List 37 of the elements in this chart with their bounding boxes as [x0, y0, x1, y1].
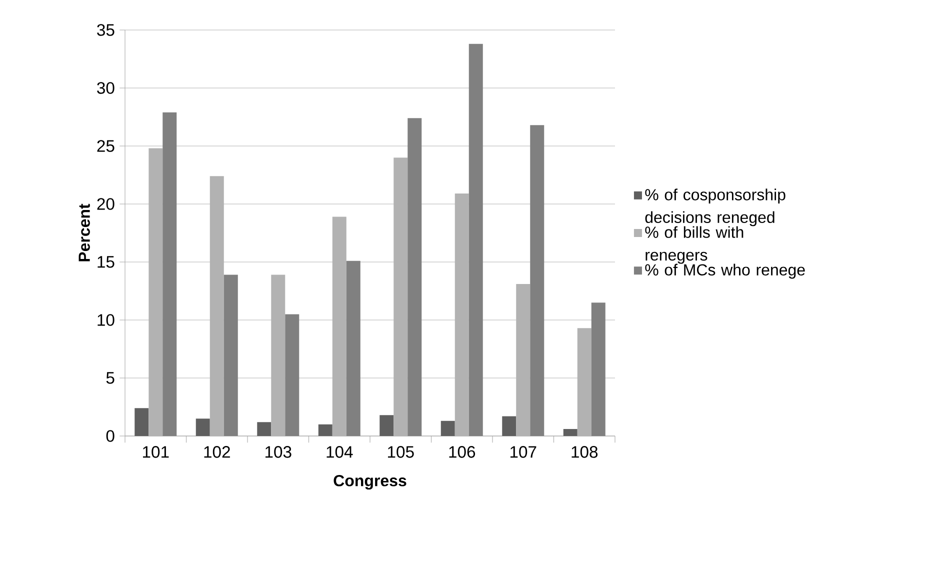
x-axis-title: Congress — [334, 474, 406, 490]
y-axis-title: Percent — [78, 204, 90, 262]
legend-label: % of MCs who renege — [645, 264, 805, 279]
bar — [380, 415, 394, 436]
x-tick-label: 104 — [326, 446, 353, 458]
x-tick-label: 108 — [572, 446, 598, 458]
bar — [440, 420, 455, 436]
bar — [285, 314, 300, 436]
y-tick-label: 35 — [97, 24, 114, 36]
bar — [591, 302, 606, 436]
bar — [346, 260, 360, 436]
x-tick-label: 102 — [204, 446, 230, 458]
y-tick-label: 15 — [98, 256, 114, 268]
x-tick-label: 101 — [143, 446, 169, 458]
bar — [563, 429, 578, 436]
bar — [134, 408, 149, 436]
bar — [318, 424, 332, 436]
y-tick-label: 30 — [97, 82, 114, 94]
legend-label: % of cosponsorship decisions reneged — [645, 188, 786, 226]
y-tick-label: 5 — [106, 372, 114, 384]
y-tick-label: 25 — [97, 140, 114, 152]
bar — [468, 44, 483, 436]
y-tick-label: 10 — [98, 314, 114, 326]
bar — [530, 125, 544, 436]
legend-label: % of bills with renegers — [645, 226, 744, 264]
bar — [162, 112, 177, 436]
bar — [224, 274, 238, 436]
x-tick-label: 105 — [388, 446, 414, 458]
y-tick-label: 20 — [97, 198, 114, 210]
x-tick-label: 107 — [510, 446, 536, 458]
bar — [196, 418, 210, 436]
bar — [408, 118, 422, 436]
y-tick-label: 0 — [106, 430, 114, 442]
bar — [502, 416, 516, 436]
x-tick-label: 106 — [449, 446, 476, 458]
bar — [257, 422, 272, 436]
x-tick-label: 103 — [266, 446, 292, 458]
